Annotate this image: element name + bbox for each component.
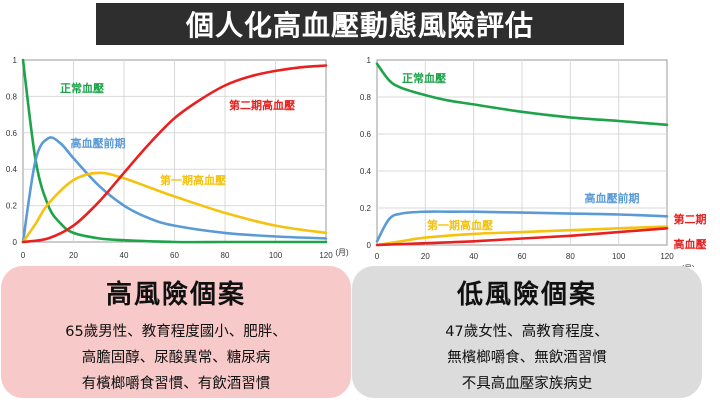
y-tick-label: 1 [13, 56, 18, 65]
y-tick-label: 0 [367, 241, 372, 250]
series-label: 高血壓前期 [71, 136, 126, 150]
high-risk-line-3: 有檳榔嚼食習慣、有飲酒習慣 [81, 376, 271, 392]
series-line [21, 136, 328, 244]
series-line [375, 62, 669, 127]
x-unit-label: (月) [681, 264, 695, 267]
x-tick-label: 120 [319, 251, 333, 260]
series-label: 正常血壓 [402, 71, 446, 85]
series-label: 第一期高血壓 [427, 218, 493, 232]
x-tick-label: 40 [469, 252, 478, 261]
y-tick-label: 0.8 [360, 93, 372, 102]
low-risk-line-2: 無檳榔嚼食、無飲酒習慣 [447, 350, 607, 366]
x-tick-label: 20 [69, 251, 78, 260]
page-title: 個人化高血壓動態風險評估 [96, 3, 624, 45]
low-risk-line-1: 47歲女性、高教育程度、 [445, 324, 609, 340]
chart-low-risk: 0 0.2 0.4 0.6 0.8 1 0 20 40 60 80 100 120 (月) 正常血壓高血壓前… [360, 56, 707, 267]
x-tick-label: 80 [566, 252, 575, 261]
series-line [21, 171, 328, 244]
y-tick-label: 0.8 [6, 92, 18, 101]
high-risk-line-1: 65歲男性、教育程度國小、肥胖、 [65, 324, 287, 340]
low-risk-card: 低風險個案 47歲女性、高教育程度、 無檳榔嚼食、無飲酒習慣 不具高血壓家族病史 [352, 266, 702, 398]
series-line [375, 210, 669, 243]
low-risk-line-3: 不具高血壓家族病史 [461, 376, 593, 392]
x-tick-label: 0 [375, 252, 380, 261]
y-tick-label: 0 [13, 238, 18, 247]
x-tick-label: 60 [170, 251, 179, 260]
series-label: 高血壓 [674, 237, 707, 251]
y-tick-label: 0.2 [360, 204, 372, 213]
x-tick-label: 100 [612, 252, 626, 261]
series-label: 第二期高血壓 [229, 98, 295, 112]
series-line [375, 227, 669, 247]
series-label: 第二期 [674, 212, 707, 226]
y-tick-label: 0.4 [360, 167, 372, 176]
y-tick-label: 0.4 [6, 165, 18, 174]
chart-high-risk: 0 0.2 0.4 0.6 0.8 1 0 20 40 60 80 100 120 (月) 正常血壓高血壓前… [6, 56, 349, 260]
series-label: 高血壓前期 [585, 191, 640, 205]
y-tick-label: 0.6 [360, 130, 372, 139]
x-tick-label: 0 [21, 251, 26, 260]
x-tick-label: 20 [421, 252, 430, 261]
high-risk-title: 高風險個案 [105, 280, 246, 310]
high-risk-line-2: 高膽固醇、尿酸異常、糖尿病 [81, 350, 271, 366]
series-label: 第一期高血壓 [160, 173, 226, 187]
x-tick-label: 60 [518, 252, 527, 261]
x-tick-label: 100 [269, 251, 283, 260]
x-tick-label: 80 [221, 251, 230, 260]
x-tick-label: 40 [120, 251, 129, 260]
series-line [21, 64, 328, 244]
series-line [375, 225, 669, 247]
y-tick-label: 0.6 [6, 129, 18, 138]
low-risk-title: 低風險個案 [456, 280, 597, 310]
y-tick-label: 0.2 [6, 202, 18, 211]
y-tick-label: 1 [367, 56, 372, 65]
series-label: 正常血壓 [60, 81, 104, 95]
x-unit-label: (月) [335, 248, 349, 257]
high-risk-card: 高風險個案 65歲男性、教育程度國小、肥胖、 高膽固醇、尿酸異常、糖尿病 有檳榔… [1, 266, 351, 398]
x-tick-label: 120 [660, 252, 674, 261]
series-line [21, 58, 328, 244]
